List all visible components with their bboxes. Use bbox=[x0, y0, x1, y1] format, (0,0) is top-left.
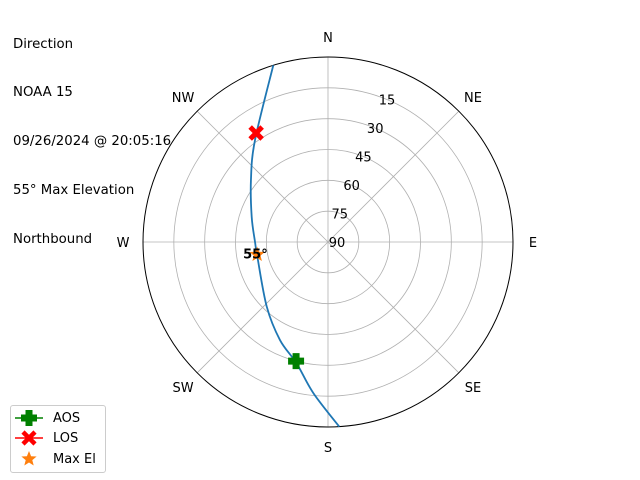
radial-tick-label: 60 bbox=[343, 179, 360, 194]
aos-legend-icon bbox=[15, 410, 43, 426]
angular-tick-label: W bbox=[117, 236, 130, 251]
radial-tick-label: 45 bbox=[355, 151, 372, 166]
radial-tick-label: 75 bbox=[332, 208, 349, 223]
angular-tick-label: N bbox=[323, 31, 333, 46]
title-line-1: Direction bbox=[13, 36, 74, 52]
radial-tick-label: 15 bbox=[379, 94, 396, 109]
angular-tick-label: NE bbox=[464, 91, 482, 106]
radial-tick-label: 90 bbox=[329, 236, 346, 251]
star-legend-icon bbox=[21, 451, 37, 466]
legend-item-maxel: Max El bbox=[11, 449, 96, 469]
legend-label-los: LOS bbox=[53, 430, 79, 446]
angular-tick-label: SW bbox=[172, 381, 193, 396]
satellite-track bbox=[249, 65, 341, 428]
legend-item-los: LOS bbox=[11, 428, 78, 448]
title-line-3: 09/26/2024 @ 20:05:16 bbox=[13, 134, 172, 150]
legend: AOS LOS Max El bbox=[10, 405, 106, 473]
angular-tick-label: E bbox=[529, 236, 537, 251]
grid-spoke bbox=[196, 241, 329, 374]
grid-spoke bbox=[196, 110, 329, 243]
angular-tick-label: NW bbox=[172, 91, 195, 106]
chart-title: Direction NOAA 15 09/26/2024 @ 20:05:16 … bbox=[13, 4, 171, 265]
aos-marker bbox=[288, 353, 305, 370]
title-line-2: NOAA 15 bbox=[13, 85, 73, 101]
grid-spoke bbox=[327, 110, 460, 243]
max-el-annotation: 55° bbox=[243, 247, 268, 262]
los-marker bbox=[248, 125, 264, 141]
outer-circle bbox=[142, 56, 514, 428]
radial-tick-label: 30 bbox=[367, 122, 384, 137]
legend-label-aos: AOS bbox=[53, 410, 81, 426]
angular-tick-label: S bbox=[324, 441, 332, 456]
grid-spoke bbox=[327, 241, 460, 374]
title-line-5: Northbound bbox=[13, 232, 93, 248]
title-line-4: 55° Max Elevation bbox=[13, 183, 135, 199]
legend-item-aos: AOS bbox=[11, 408, 80, 428]
los-legend-icon bbox=[15, 430, 43, 446]
legend-label-maxel: Max El bbox=[53, 451, 96, 467]
angular-tick-label: SE bbox=[465, 381, 481, 396]
max-el-marker bbox=[249, 246, 265, 261]
